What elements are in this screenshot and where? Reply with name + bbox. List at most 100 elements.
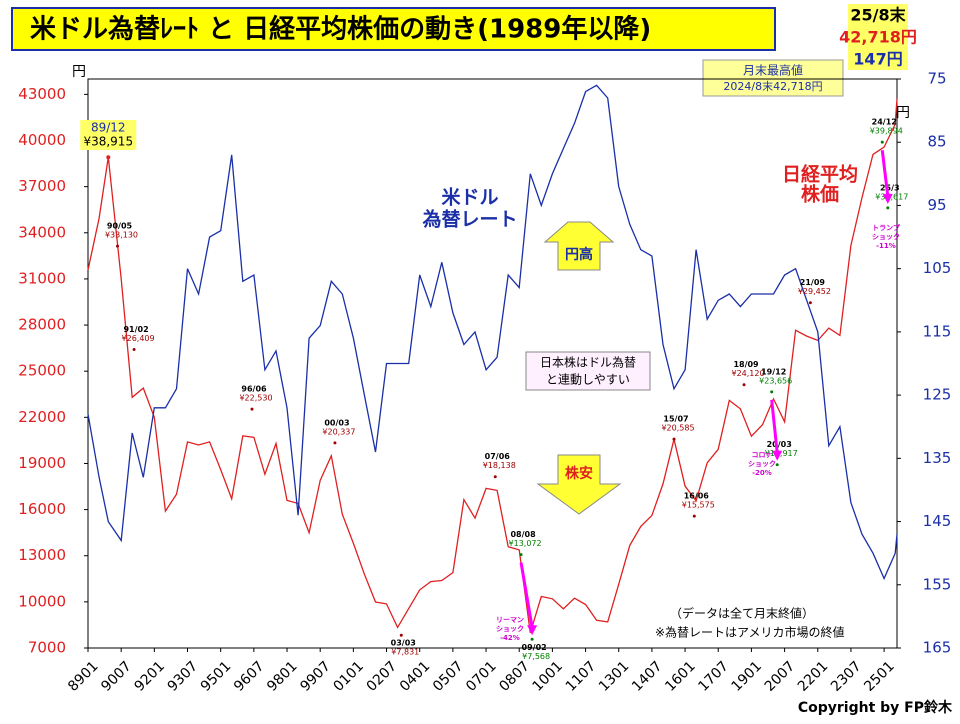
y-tick-label: 31000	[18, 269, 66, 287]
shock-arrow	[519, 562, 534, 628]
record-box	[702, 59, 844, 97]
annotation-point	[808, 301, 812, 305]
y2-tick-label: 115	[923, 322, 952, 340]
y-tick-label: 22000	[18, 408, 66, 426]
annotation-value: ¥35,617	[875, 192, 908, 201]
annotation-date: 24/12	[872, 118, 897, 127]
copyright: Copyright by FP鈴木	[798, 699, 953, 716]
annotation-point	[399, 633, 403, 637]
y-tick-label: 37000	[18, 177, 66, 195]
x-tick-label: 0701	[463, 658, 500, 695]
annotation-date: 15/07	[663, 415, 688, 424]
x-tick-label: 1301	[596, 658, 633, 695]
annotation-point	[115, 244, 119, 248]
x-tick-label: 2201	[795, 658, 832, 695]
y2-tick-label: 75	[927, 70, 946, 88]
annotation-date: 09/02	[522, 643, 547, 652]
annotation-date: 90/05	[107, 222, 133, 231]
annotation-value: ¥24,120	[731, 369, 764, 378]
chart-title: 米ドル為替ﾚｰﾄ と 日経平均株価の動き(1989年以降)	[30, 14, 651, 45]
annotation-value: ¥18,138	[483, 461, 516, 470]
annotation-point	[770, 390, 774, 394]
y-unit: 円	[72, 64, 86, 80]
annotation-value: ¥15,575	[682, 501, 715, 510]
x-tick-label: 0401	[397, 658, 434, 695]
annotation-date: 00/03	[324, 418, 349, 427]
x-tick-label: 2007	[762, 658, 799, 695]
series-label: 米ドル	[441, 186, 498, 209]
annotation-date: 16/06	[684, 492, 710, 501]
annotation-point	[530, 637, 534, 641]
x-tick-label: 0101	[331, 658, 368, 695]
y-tick-label: 13000	[18, 546, 66, 564]
y2-tick-label: 135	[923, 449, 952, 467]
annotation-point	[132, 348, 136, 352]
y-tick-label: 34000	[18, 223, 66, 241]
x-tick-label: 9907	[297, 658, 334, 695]
shock-label: リーマン	[496, 616, 524, 624]
annotation-date: 08/08	[510, 530, 536, 539]
annotation-date: 03/03	[391, 639, 416, 648]
x-tick-label: 1001	[530, 658, 567, 695]
x-tick-label: 9801	[264, 658, 301, 695]
shock-arrowhead	[527, 625, 538, 636]
peak-date: 89/12	[91, 121, 126, 135]
y-tick-label: 40000	[18, 131, 66, 149]
shock-label: -11%	[876, 242, 896, 250]
annotation-value: ¥33,130	[105, 231, 138, 240]
annotation-value: ¥7,831	[391, 648, 419, 657]
peak-box	[80, 120, 137, 150]
x-tick-label: 0807	[496, 658, 533, 695]
y-tick-label: 19000	[18, 454, 66, 472]
shock-label: トランプ	[872, 223, 901, 232]
annotation-date: 25/3	[880, 183, 900, 192]
note-box	[525, 351, 651, 391]
x-tick-label: 9501	[198, 658, 235, 695]
x-tick-label: 9007	[98, 658, 135, 695]
record-value: 2024/8末42,718円	[723, 79, 822, 93]
y2-tick-label: 105	[923, 259, 952, 277]
y2-tick-label: 125	[923, 386, 952, 404]
annotation-point	[493, 475, 497, 479]
annotation-value: ¥20,585	[661, 424, 694, 433]
annotation-value: ¥26,409	[122, 334, 155, 343]
y2-tick-label: 95	[927, 196, 946, 214]
annotation-point	[880, 140, 884, 144]
annotation-date: 07/06	[485, 452, 511, 461]
annotation-date: 96/06	[241, 385, 267, 394]
shock-arrow	[770, 399, 779, 453]
annotation-value: ¥18,917	[765, 449, 798, 458]
shock-label: ショック	[496, 624, 524, 633]
y-tick-label: 43000	[18, 85, 66, 103]
up-arrow	[543, 221, 615, 271]
y2-tick-label: 85	[927, 133, 946, 151]
annotation-value: ¥23,656	[759, 376, 792, 385]
annotation-value: ¥22,530	[239, 394, 272, 403]
title-box	[11, 7, 776, 51]
note: 日本株はドル為替	[540, 355, 636, 370]
peak-point	[106, 155, 111, 160]
annotation-date: 91/02	[123, 325, 148, 334]
annotation-date: 18/09	[733, 360, 759, 369]
annotation-value: ¥39,894	[870, 127, 903, 136]
series-line	[87, 84, 898, 581]
y2-tick-label: 155	[923, 575, 952, 593]
latest-label: 25/8末	[850, 6, 906, 25]
shock-label: ショック	[748, 459, 776, 468]
shock-arrowhead	[882, 193, 893, 204]
record-title: 月末最高値	[743, 63, 803, 78]
annotation-value: ¥13,072	[509, 539, 542, 548]
latest-nikkei: 42,718円	[839, 28, 917, 47]
x-tick-label: 0507	[430, 658, 467, 695]
footnote: （データは全て月末終値）	[670, 606, 814, 621]
y-tick-label: 16000	[18, 500, 66, 518]
annotation-point	[519, 553, 523, 557]
annotation-value: ¥7,568	[522, 652, 550, 661]
down-arrow	[536, 454, 622, 515]
x-tick-label: 1601	[662, 658, 699, 695]
annotation-point	[333, 441, 337, 445]
annotation-date: 19/12	[761, 367, 786, 376]
series-label: 日経平均	[782, 163, 858, 186]
annotation-point	[692, 514, 696, 518]
